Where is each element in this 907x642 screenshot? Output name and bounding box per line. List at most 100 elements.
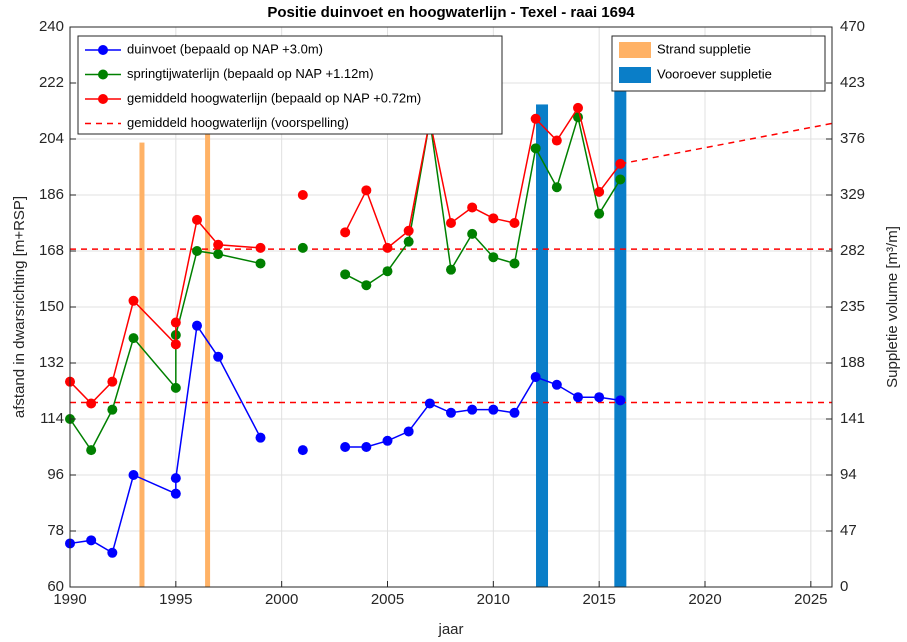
marker	[107, 404, 118, 415]
marker	[128, 295, 139, 306]
marker	[382, 242, 393, 253]
marker	[170, 473, 181, 484]
marker	[509, 407, 520, 418]
y-tick-label: 132	[39, 354, 64, 371]
marker	[170, 382, 181, 393]
series-line	[620, 122, 833, 165]
y2-tick-label: 329	[840, 186, 865, 203]
x-tick-label: 2005	[371, 591, 404, 608]
marker	[192, 214, 202, 225]
marker	[86, 445, 97, 456]
x-tick-label: 2015	[582, 591, 615, 608]
marker	[340, 442, 351, 452]
bars	[139, 56, 627, 588]
marker	[255, 432, 266, 443]
marker	[573, 102, 583, 113]
y-tick-label: 240	[39, 18, 64, 35]
legend-label: Strand suppletie	[657, 41, 751, 56]
marker	[128, 333, 139, 344]
marker	[297, 190, 308, 200]
marker	[509, 258, 520, 269]
y2-tick-label: 47	[840, 522, 857, 539]
x-tick-label: 1995	[159, 591, 192, 608]
y-tick-label: 222	[39, 74, 64, 91]
marker	[361, 442, 372, 452]
legend: duinvoet (bepaald op NAP +3.0m) springtij…	[77, 35, 826, 135]
marker	[573, 392, 583, 403]
marker	[530, 113, 541, 124]
y-tick-label: 114	[40, 410, 64, 427]
bar	[614, 56, 627, 588]
x-tick-label: 2000	[265, 591, 298, 608]
marker	[467, 228, 478, 239]
marker	[107, 547, 118, 558]
y2-tick-label: 235	[840, 298, 865, 315]
marker	[488, 404, 499, 415]
marker	[488, 252, 499, 263]
marker	[424, 398, 435, 409]
legend-box	[77, 35, 503, 135]
y-tick-label: 168	[39, 242, 64, 259]
marker	[361, 280, 372, 291]
marker	[382, 435, 393, 446]
marker	[530, 143, 541, 154]
marker	[615, 395, 626, 406]
marker	[170, 488, 181, 499]
x-tick-label: 1990	[53, 591, 86, 608]
y-tick-label: 96	[47, 466, 64, 483]
chart-title: Positie duinvoet en hoogwaterlijn - Texe…	[267, 4, 635, 21]
marker	[213, 351, 224, 362]
marker	[530, 372, 541, 382]
legend-marker	[98, 69, 108, 80]
marker	[467, 404, 478, 415]
y2-axis-label: Suppletie volume [m³/m]	[884, 226, 901, 388]
y2-tick-label: 376	[840, 130, 865, 147]
marker	[594, 208, 605, 219]
marker	[615, 174, 626, 185]
marker	[192, 320, 202, 331]
legend-marker	[98, 45, 108, 55]
axes: 1990 1995 2000 2005 2010 2015 2020 2025 60 78 96 11…	[39, 18, 865, 608]
marker	[107, 376, 118, 387]
x-tick-label: 2025	[794, 591, 827, 608]
marker	[255, 258, 266, 269]
marker	[551, 135, 562, 146]
marker	[213, 249, 224, 260]
x-tick-label: 2020	[688, 591, 721, 608]
marker	[446, 264, 456, 275]
marker	[255, 242, 266, 253]
y2-tick-label: 470	[840, 18, 865, 35]
marker	[170, 339, 181, 350]
y-axis-label: afstand in dwarsrichting [m+RSP]	[11, 196, 28, 418]
y-tick-label: 78	[47, 522, 64, 539]
lines	[65, 102, 833, 558]
legend-marker	[98, 94, 108, 104]
bar	[205, 133, 211, 588]
marker	[340, 227, 351, 238]
marker	[382, 266, 393, 277]
marker	[509, 218, 520, 228]
y-tick-label: 150	[39, 298, 64, 315]
marker	[170, 317, 181, 328]
marker	[192, 246, 202, 256]
marker	[361, 185, 372, 196]
y2-tick-label: 141	[840, 410, 865, 427]
marker	[594, 186, 605, 197]
bar	[536, 104, 549, 587]
legend-label: duinvoet (bepaald op NAP +3.0m)	[127, 41, 323, 56]
marker	[594, 392, 605, 403]
marker	[86, 535, 97, 546]
legend-swatch	[619, 67, 651, 83]
marker	[467, 202, 478, 213]
y2-tick-label: 188	[840, 354, 865, 371]
y2-tick-label: 0	[840, 578, 848, 595]
y-tick-label: 60	[47, 578, 64, 595]
legend-label: gemiddeld hoogwaterlijn (bepaald op NAP …	[127, 90, 421, 105]
legend-label: gemiddeld hoogwaterlijn (voorspelling)	[127, 115, 349, 130]
marker	[403, 225, 414, 236]
marker	[446, 407, 456, 418]
y2-tick-label: 423	[840, 74, 865, 91]
x-axis-label: jaar	[437, 621, 463, 638]
y-tick-label: 204	[39, 130, 64, 147]
